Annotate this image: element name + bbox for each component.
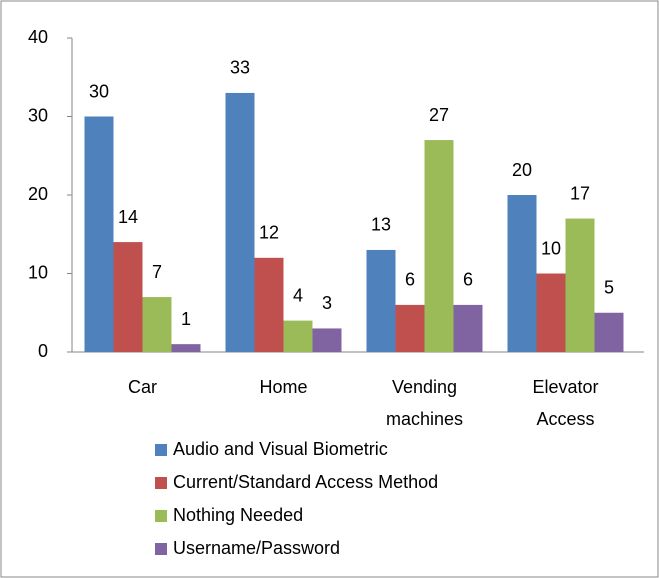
bar (424, 140, 454, 352)
data-label: 10 (541, 238, 561, 258)
bar (395, 304, 425, 352)
data-label: 5 (604, 278, 614, 298)
bar (84, 116, 114, 352)
bar (453, 304, 483, 352)
y-tick-label: 40 (28, 27, 48, 47)
bar (507, 195, 537, 352)
data-label: 7 (152, 262, 162, 282)
data-label: 17 (570, 183, 590, 203)
bar (536, 273, 566, 352)
data-label: 4 (293, 285, 303, 305)
legend-label: Username/Password (173, 538, 340, 558)
data-label: 3 (322, 293, 332, 313)
x-tick-label: Car (128, 377, 157, 397)
x-tick-label: Elevator Access (532, 377, 598, 429)
y-tick-label: 10 (28, 262, 48, 282)
bar (225, 92, 255, 352)
legend-swatch (155, 477, 167, 489)
data-label: 6 (463, 270, 473, 290)
legend-label: Current/Standard Access Method (173, 472, 438, 492)
legend-label: Audio and Visual Biometric (173, 439, 388, 459)
bar (312, 328, 342, 352)
bar (113, 242, 143, 352)
y-tick-label: 0 (38, 341, 48, 361)
x-tick-label: Vending machines (386, 377, 463, 429)
data-label: 27 (429, 105, 449, 125)
bar (565, 218, 595, 352)
y-tick-label: 20 (28, 184, 48, 204)
data-label: 30 (89, 81, 109, 101)
data-label: 14 (118, 207, 138, 227)
data-label: 20 (512, 160, 532, 180)
data-label: 12 (259, 223, 279, 243)
bar (366, 249, 396, 352)
bar (142, 297, 172, 352)
bar (171, 344, 201, 352)
bar (254, 257, 284, 352)
bar (594, 312, 624, 352)
legend-swatch (155, 510, 167, 522)
data-label: 33 (230, 58, 250, 78)
legend-label: Nothing Needed (173, 505, 303, 525)
data-label: 6 (405, 270, 415, 290)
bar (283, 320, 313, 352)
y-tick-label: 30 (28, 105, 48, 125)
data-label: 1 (181, 309, 191, 329)
data-label: 13 (371, 215, 391, 235)
legend-swatch (155, 543, 167, 555)
legend-swatch (155, 444, 167, 456)
x-tick-label: Home (259, 377, 307, 397)
